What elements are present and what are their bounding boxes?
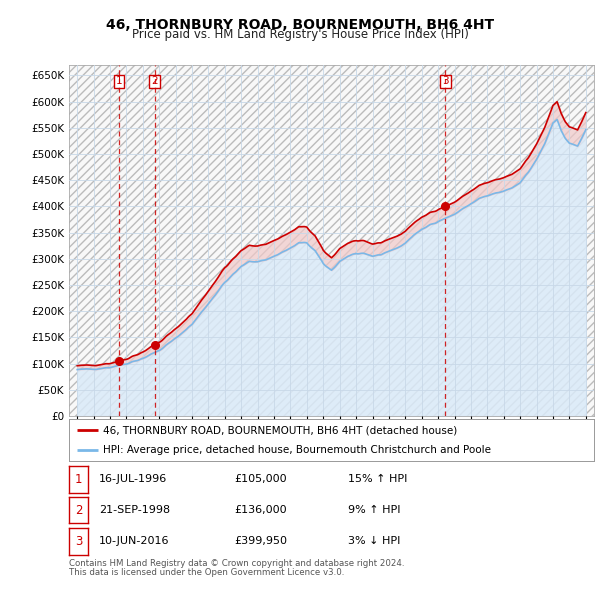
Text: 46, THORNBURY ROAD, BOURNEMOUTH, BH6 4HT (detached house): 46, THORNBURY ROAD, BOURNEMOUTH, BH6 4HT… — [103, 425, 457, 435]
Text: 46, THORNBURY ROAD, BOURNEMOUTH, BH6 4HT: 46, THORNBURY ROAD, BOURNEMOUTH, BH6 4HT — [106, 18, 494, 32]
Text: 3% ↓ HPI: 3% ↓ HPI — [348, 536, 400, 546]
Text: 3: 3 — [442, 77, 449, 86]
Text: HPI: Average price, detached house, Bournemouth Christchurch and Poole: HPI: Average price, detached house, Bour… — [103, 445, 491, 455]
Text: £399,950: £399,950 — [234, 536, 287, 546]
Text: 10-JUN-2016: 10-JUN-2016 — [99, 536, 170, 546]
Text: 15% ↑ HPI: 15% ↑ HPI — [348, 474, 407, 484]
Text: 16-JUL-1996: 16-JUL-1996 — [99, 474, 167, 484]
Text: 1: 1 — [116, 77, 122, 86]
Text: This data is licensed under the Open Government Licence v3.0.: This data is licensed under the Open Gov… — [69, 568, 344, 577]
Text: 21-SEP-1998: 21-SEP-1998 — [99, 505, 170, 515]
Text: £105,000: £105,000 — [234, 474, 287, 484]
Text: 2: 2 — [151, 77, 158, 86]
Text: 1: 1 — [75, 473, 82, 486]
Text: 9% ↑ HPI: 9% ↑ HPI — [348, 505, 401, 515]
Text: £136,000: £136,000 — [234, 505, 287, 515]
Text: 2: 2 — [75, 503, 82, 517]
Text: Price paid vs. HM Land Registry's House Price Index (HPI): Price paid vs. HM Land Registry's House … — [131, 28, 469, 41]
Text: Contains HM Land Registry data © Crown copyright and database right 2024.: Contains HM Land Registry data © Crown c… — [69, 559, 404, 568]
Text: 3: 3 — [75, 535, 82, 548]
